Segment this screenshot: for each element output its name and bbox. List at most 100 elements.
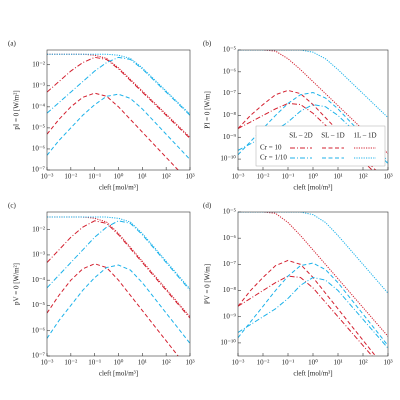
panel: (b) 10⁻³ 10⁻² 10⁻¹ 10⁰ 10¹ 10² 10³ 10⁻⁵ 10⁻⁶ 10⁻⁷ 1…: [203, 40, 393, 192]
curves: [47, 216, 190, 356]
legend-row: Cr = 10: [260, 144, 282, 152]
series-line: [47, 216, 190, 318]
legend: SL – 2D SL – 1D 1L – 1D Cr = 10 Cr = 1/10: [255, 125, 386, 167]
x-tick-label: 10⁰: [308, 359, 318, 367]
axes-frame: [46, 49, 191, 171]
y-tick-label: 10⁻⁵: [223, 46, 237, 54]
x-axis-label: cleft [mol/m³]: [99, 370, 138, 378]
x-axis-label: cleft [mol/m³]: [293, 184, 332, 192]
y-tick-label: 10⁻¹⁰: [220, 339, 236, 347]
panel: (a) 10⁻³ 10⁻² 10⁻¹ 10⁰ 10¹ 10² 10³ 10⁻² 10⁻³ 10⁻⁴ 1…: [8, 40, 195, 192]
x-tick-label: 10³: [185, 359, 194, 367]
series-line: [47, 92, 179, 170]
y-tick-label: 10⁻⁵: [223, 208, 237, 216]
panel-label: (c): [8, 202, 16, 210]
y-tick-label: 10⁻¹⁰: [220, 155, 236, 163]
panel-label: (b): [203, 40, 212, 48]
x-tick-label: 10⁻²: [64, 359, 77, 367]
legend-column: SL – 2D: [289, 132, 312, 140]
y-tick-label: 10⁻⁵: [32, 301, 46, 309]
series-line: [47, 264, 190, 344]
x-tick-label: 10⁻¹: [88, 173, 101, 181]
x-tick-label: 10⁻²: [64, 173, 77, 181]
series-line: [47, 56, 190, 139]
y-tick-label: 10⁻⁷: [223, 89, 237, 97]
y-tick-label: 10⁻³: [32, 81, 45, 89]
legend-row: Cr = 1/10: [260, 154, 287, 162]
series-line: [47, 216, 190, 290]
y-tick-label: 10⁻⁸: [223, 286, 237, 294]
x-tick-label: 10⁻³: [232, 173, 245, 181]
panel: (d) 10⁻³ 10⁻² 10⁻¹ 10⁰ 10¹ 10² 10³ 10⁻⁵ 10⁻⁶ 10⁻⁷ 1…: [203, 202, 393, 378]
series-line: [238, 50, 388, 119]
curves: [238, 212, 388, 356]
y-tick-label: 10⁻⁶: [223, 234, 237, 242]
y-tick-label: 10⁻⁶: [223, 67, 237, 75]
legend-column: 1L – 1D: [353, 132, 376, 140]
x-tick-label: 10⁰: [114, 359, 124, 367]
y-tick-label: 10⁻⁹: [223, 133, 237, 141]
x-tick-label: 10⁰: [308, 173, 318, 181]
y-tick-label: 10⁻²: [32, 225, 45, 233]
y-tick-label: 10⁻⁹: [223, 312, 237, 320]
y-axis-label: PI = 0 [W/m]: [204, 91, 212, 129]
series-line: [47, 263, 179, 356]
y-tick-label: 10⁻⁸: [223, 111, 237, 119]
x-tick-label: 10⁻²: [257, 173, 270, 181]
panel-label: (a): [8, 40, 16, 48]
x-tick-label: 10⁻¹: [88, 359, 101, 367]
x-tick-label: 10²: [162, 173, 171, 181]
x-tick-label: 10⁻³: [41, 173, 54, 181]
x-axis-label: cleft [mol/m³]: [293, 370, 332, 378]
series-line: [238, 275, 373, 356]
legend-box: [255, 125, 386, 167]
series-line: [47, 220, 190, 291]
axes-frame: [46, 211, 191, 357]
y-tick-label: 10⁻²: [32, 60, 45, 68]
series-line: [238, 262, 388, 346]
x-tick-label: 10²: [358, 359, 367, 367]
x-tick-label: 10³: [383, 173, 392, 181]
y-tick-label: 10⁻⁴: [32, 102, 46, 110]
legend-column: SL – 1D: [321, 132, 344, 140]
x-tick-label: 10⁻¹: [282, 173, 295, 181]
curves: [47, 53, 190, 170]
y-tick-label: 10⁻⁶: [32, 145, 46, 153]
x-tick-label: 10⁻²: [257, 359, 270, 367]
x-tick-label: 10²: [162, 359, 171, 367]
y-axis-label: pI = 0 [W/m²]: [13, 90, 21, 129]
y-axis-label: PV = 0 [W/m]: [204, 264, 212, 304]
x-tick-label: 10³: [185, 173, 194, 181]
y-tick-label: 10⁻⁷: [32, 166, 46, 174]
panel: (c) 10⁻³ 10⁻² 10⁻¹ 10⁰ 10¹ 10² 10³ 10⁻² 10⁻³ 10⁻⁴ 1…: [8, 202, 195, 378]
y-tick-label: 10⁻⁶: [32, 326, 46, 334]
series-line: [238, 212, 388, 337]
y-tick-label: 10⁻⁷: [223, 260, 237, 268]
x-axis-label: cleft [mol/m³]: [99, 184, 138, 192]
axes-frame: [237, 211, 389, 357]
y-tick-label: 10⁻⁷: [32, 352, 46, 360]
x-tick-label: 10⁻³: [232, 359, 245, 367]
y-axis-label: pV = 0 [W/m²]: [13, 263, 21, 305]
x-tick-label: 10⁻¹: [282, 359, 295, 367]
series-line: [47, 220, 190, 319]
x-tick-label: 10³: [383, 359, 392, 367]
x-tick-label: 10⁻³: [41, 359, 54, 367]
y-tick-label: 10⁻⁴: [32, 276, 46, 284]
series-line: [47, 56, 190, 116]
y-tick-label: 10⁻³: [32, 251, 45, 259]
x-tick-label: 10¹: [333, 173, 342, 181]
series-line: [47, 53, 190, 115]
series-line: [47, 93, 190, 160]
panel-label: (d): [203, 202, 212, 210]
series-line: [47, 53, 190, 138]
x-tick-label: 10¹: [333, 359, 342, 367]
series-line: [238, 212, 388, 294]
series-line: [238, 276, 388, 349]
axes-frame: [237, 49, 389, 171]
x-tick-label: 10¹: [138, 359, 147, 367]
y-tick-label: 10⁻⁵: [32, 123, 46, 131]
x-tick-label: 10¹: [138, 173, 147, 181]
x-tick-label: 10⁰: [114, 173, 124, 181]
